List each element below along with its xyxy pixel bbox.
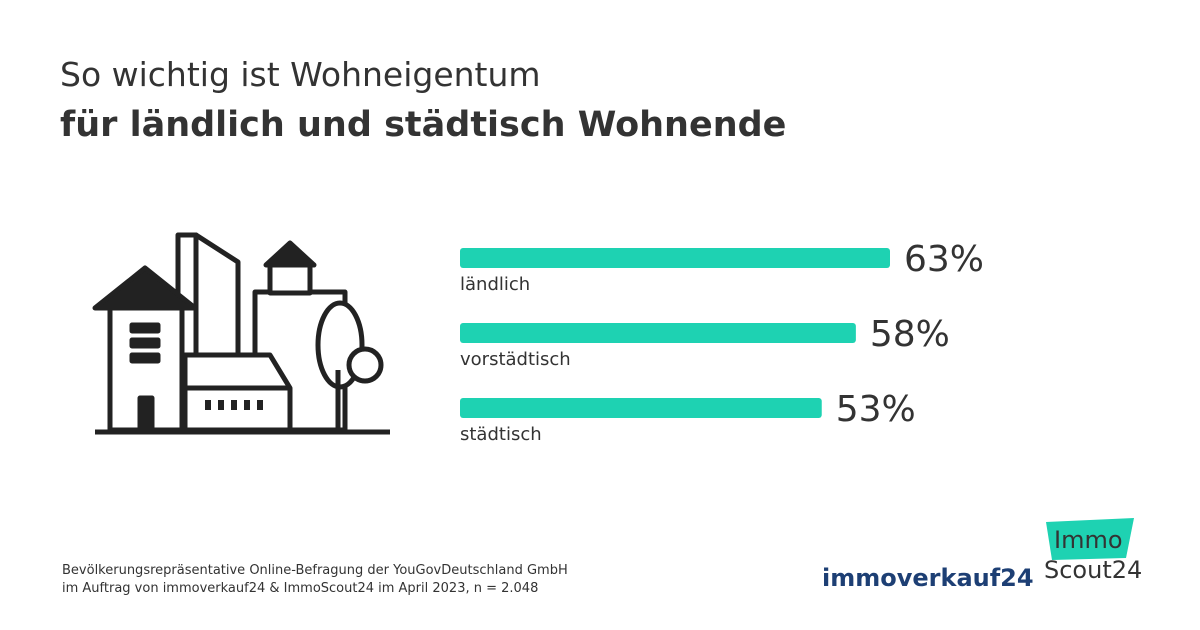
bar: [460, 398, 822, 418]
chart-subtitle: für ländlich und städtisch Wohnende: [60, 105, 786, 145]
value-label: 63%: [904, 239, 984, 280]
category-label: vorstädtisch: [460, 349, 571, 370]
logo-immoverkauf24: immoverkauf24: [822, 564, 1034, 592]
chart-title: So wichtig ist Wohneigentum: [60, 55, 541, 94]
logo-shape: [1046, 518, 1134, 560]
illustration: [92, 232, 390, 435]
category-label: städtisch: [460, 424, 542, 445]
logo-immo: Immo: [1054, 526, 1123, 554]
logo-scout24: Scout24: [1044, 556, 1142, 584]
bar: [460, 248, 890, 268]
source-line: im Auftrag von immoverkauf24 & ImmoScout…: [62, 581, 538, 596]
category-label: ländlich: [460, 274, 530, 295]
bar: [460, 323, 856, 343]
value-label: 53%: [836, 389, 916, 430]
value-label: 58%: [870, 314, 950, 355]
source-line: Bevölkerungsrepräsentative Online-Befrag…: [62, 563, 568, 578]
